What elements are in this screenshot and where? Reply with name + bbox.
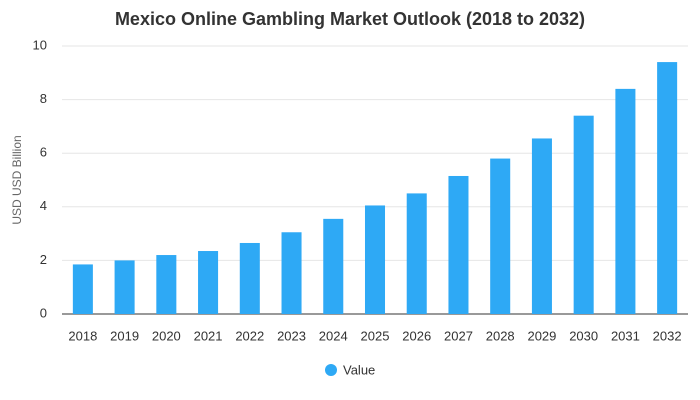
y-tick-label: 8 bbox=[40, 91, 47, 106]
bar bbox=[657, 62, 678, 314]
x-tick-label: 2030 bbox=[569, 328, 598, 343]
x-tick-label: 2026 bbox=[402, 328, 431, 343]
x-tick-label: 2028 bbox=[486, 328, 515, 343]
bar bbox=[406, 193, 427, 314]
bar bbox=[364, 205, 386, 314]
bar bbox=[72, 264, 93, 314]
y-tick-label: 0 bbox=[40, 305, 47, 320]
y-tick-label: 6 bbox=[40, 145, 47, 160]
x-tick-label: 2032 bbox=[653, 328, 682, 343]
bar bbox=[531, 138, 552, 314]
bar bbox=[490, 158, 511, 314]
x-tick-label: 2019 bbox=[110, 328, 139, 343]
x-tick-label: 2021 bbox=[194, 328, 223, 343]
x-tick-label: 2018 bbox=[68, 328, 97, 343]
x-tick-label: 2022 bbox=[235, 328, 264, 343]
y-tick-label: 10 bbox=[33, 37, 47, 52]
bar bbox=[615, 88, 636, 314]
x-tick-label: 2029 bbox=[527, 328, 556, 343]
bar bbox=[573, 115, 594, 315]
bar bbox=[281, 232, 302, 314]
bar bbox=[198, 251, 219, 314]
x-tick-label: 2020 bbox=[152, 328, 181, 343]
y-tick-label: 4 bbox=[40, 198, 47, 213]
legend-marker bbox=[325, 364, 337, 376]
legend-label: Value bbox=[343, 362, 375, 377]
bar bbox=[448, 175, 469, 314]
x-tick-label: 2031 bbox=[611, 328, 640, 343]
x-tick-label: 2027 bbox=[444, 328, 473, 343]
y-tick-label: 2 bbox=[40, 252, 47, 267]
bar bbox=[114, 260, 135, 314]
chart-title: Mexico Online Gambling Market Outlook (2… bbox=[115, 9, 585, 29]
x-tick-label: 2025 bbox=[361, 328, 390, 343]
bar bbox=[239, 242, 260, 314]
y-axis-label: USD USD Billion bbox=[10, 135, 24, 224]
x-tick-label: 2023 bbox=[277, 328, 306, 343]
x-tick-label: 2024 bbox=[319, 328, 348, 343]
bar bbox=[156, 255, 177, 314]
bar bbox=[323, 218, 344, 314]
